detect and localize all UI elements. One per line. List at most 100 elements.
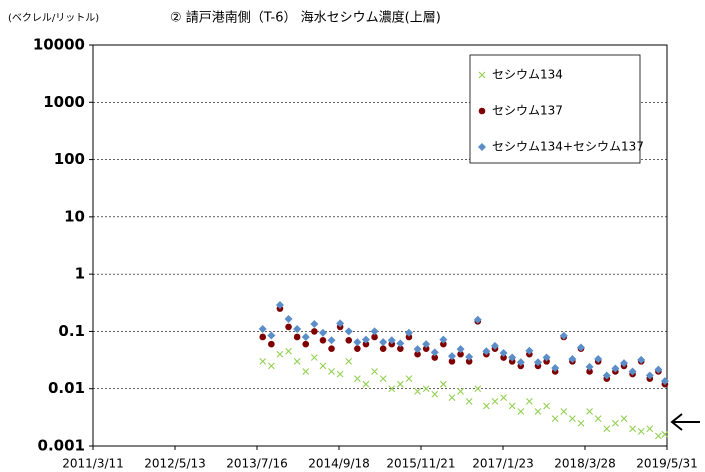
data-point — [568, 355, 577, 364]
data-point — [576, 343, 585, 352]
data-point — [491, 398, 499, 405]
legend-label: セシウム137 — [492, 104, 563, 118]
data-point — [362, 380, 370, 388]
data-point — [551, 363, 560, 372]
data-point — [525, 346, 534, 355]
data-point — [628, 367, 637, 376]
data-point — [268, 340, 275, 348]
data-point — [560, 408, 568, 415]
data-point — [482, 402, 490, 410]
data-point — [345, 357, 353, 365]
legend-box — [469, 54, 641, 164]
y-tick-label: 1 — [75, 265, 85, 283]
data-point — [397, 345, 404, 352]
data-point — [457, 350, 464, 358]
legend-marker — [478, 107, 486, 115]
data-point — [414, 387, 421, 395]
data-point — [594, 355, 603, 364]
data-point — [379, 345, 387, 352]
data-point — [354, 345, 361, 352]
data-point — [370, 327, 379, 336]
data-point — [371, 333, 378, 341]
data-point — [508, 353, 517, 362]
data-point — [457, 387, 464, 395]
data-point — [646, 425, 654, 433]
x-tick-label: 2017/1/23 — [472, 457, 534, 471]
data-point — [447, 352, 456, 361]
y-tick-label: 10000 — [33, 36, 85, 54]
data-point — [405, 375, 413, 383]
data-point — [276, 350, 284, 358]
data-point — [542, 353, 551, 362]
data-point — [379, 338, 388, 347]
data-point — [387, 336, 396, 345]
data-point — [586, 408, 593, 415]
data-point — [344, 327, 353, 336]
data-point — [473, 315, 482, 324]
data-point — [310, 354, 318, 361]
data-point — [660, 377, 669, 386]
y-axis-label: (ベクレル/リットル) — [8, 12, 99, 24]
data-point — [379, 375, 387, 383]
data-point — [482, 347, 491, 356]
data-point — [629, 425, 636, 433]
data-point — [602, 371, 611, 380]
data-point — [414, 350, 421, 358]
data-point — [465, 398, 473, 405]
legend-marker — [478, 143, 486, 151]
data-point — [328, 368, 335, 375]
data-point — [353, 375, 361, 383]
data-point — [543, 402, 550, 410]
data-point — [345, 337, 353, 344]
data-point — [302, 340, 310, 348]
y-tick-label: 100 — [54, 150, 85, 168]
data-point — [431, 354, 439, 361]
x-tick-label: 2019/5/31 — [636, 457, 698, 471]
arrow — [670, 413, 700, 431]
data-point — [499, 349, 508, 358]
x-tick-label: 2012/5/13 — [144, 457, 206, 471]
data-point — [259, 357, 267, 365]
data-point — [422, 345, 430, 352]
data-point — [637, 355, 646, 364]
data-point — [422, 340, 431, 349]
data-point — [396, 339, 405, 348]
data-point — [594, 415, 602, 423]
data-point — [301, 332, 310, 341]
data-point — [285, 347, 292, 355]
data-point — [371, 368, 378, 375]
data-point — [603, 425, 611, 433]
data-point — [284, 314, 293, 323]
y-tick-label: 0.01 — [48, 379, 85, 397]
x-tick-label: 2011/3/11 — [62, 457, 124, 471]
data-point — [655, 432, 662, 440]
data-point — [585, 362, 594, 371]
data-point — [439, 335, 448, 344]
data-point — [551, 415, 559, 423]
data-point — [637, 427, 645, 435]
data-point — [396, 380, 404, 388]
data-point — [430, 348, 439, 357]
data-point — [661, 430, 669, 438]
legend-marker — [478, 71, 486, 79]
plot-frame — [92, 44, 668, 447]
data-point — [293, 357, 301, 365]
data-point — [611, 364, 620, 373]
chart-title: ② 請戸港南側（T-6） 海水セシウム濃度(上層) — [170, 10, 441, 26]
data-point — [534, 408, 542, 415]
data-point — [448, 358, 456, 365]
data-point — [388, 385, 396, 393]
data-point — [318, 328, 327, 337]
data-point — [533, 358, 542, 367]
data-point — [500, 354, 507, 361]
legend-label: セシウム134 — [492, 68, 563, 82]
data-point — [327, 336, 336, 345]
data-point — [654, 365, 663, 374]
data-point — [285, 323, 292, 331]
data-point — [293, 325, 302, 334]
data-point — [620, 415, 628, 423]
y-tick-label: 10 — [64, 207, 85, 225]
data-point — [259, 333, 267, 341]
x-tick-label: 2014/9/18 — [308, 457, 370, 471]
